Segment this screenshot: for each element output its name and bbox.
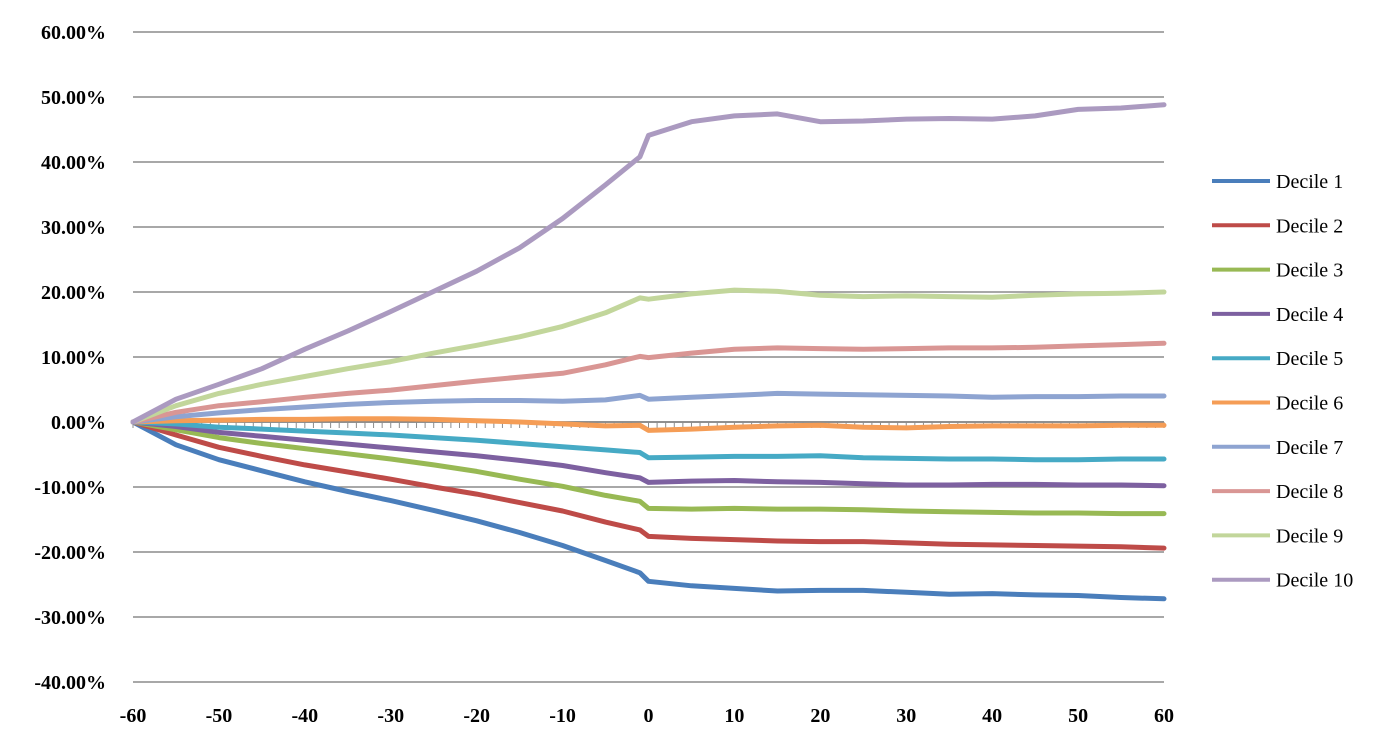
legend-item: Decile 1 <box>1212 171 1343 193</box>
legend-item: Decile 6 <box>1212 393 1343 415</box>
legend-item: Decile 8 <box>1212 481 1343 503</box>
y-tick-label: 0.00% <box>51 412 106 434</box>
legend-label: Decile 1 <box>1276 171 1343 193</box>
legend-label: Decile 2 <box>1276 215 1343 237</box>
legend-item: Decile 4 <box>1212 304 1343 326</box>
y-tick-label: 20.00% <box>41 282 106 304</box>
x-tick-label: 40 <box>982 705 1002 727</box>
legend-item: Decile 3 <box>1212 260 1343 282</box>
y-tick-label: 40.00% <box>41 152 106 174</box>
x-tick-label: -50 <box>206 705 233 727</box>
series-line-decile-3 <box>130 419 1167 517</box>
legend-item: Decile 10 <box>1212 570 1353 592</box>
legend-label: Decile 7 <box>1276 437 1343 459</box>
legend-label: Decile 5 <box>1276 348 1343 370</box>
series-line-decile-8 <box>130 340 1167 425</box>
series-lines <box>130 102 1167 602</box>
legend-label: Decile 10 <box>1276 570 1353 592</box>
series-line-decile-6 <box>130 416 1167 433</box>
legend-label: Decile 4 <box>1276 304 1343 326</box>
x-tick-label: -30 <box>377 705 404 727</box>
y-tick-label: 10.00% <box>41 347 106 369</box>
x-tick-label: 30 <box>896 705 916 727</box>
y-tick-label: -10.00% <box>34 477 106 499</box>
legend-item: Decile 2 <box>1212 215 1343 237</box>
legend-label: Decile 8 <box>1276 481 1343 503</box>
series-line-decile-4 <box>130 419 1167 489</box>
y-axis-tick-labels: 60.00% 50.00% 40.00% 30.00% 20.00% 10.00% 0.00… <box>34 22 106 694</box>
x-tick-label: -60 <box>120 705 147 727</box>
y-tick-label: -20.00% <box>34 542 106 564</box>
x-axis-tick-labels: -60 -50 -40 -30 -20 -10 0 10 20 30 40 50 60 <box>120 705 1174 727</box>
y-tick-label: -30.00% <box>34 607 106 629</box>
x-tick-label: 60 <box>1154 705 1174 727</box>
series-line-decile-2 <box>130 419 1167 551</box>
legend-label: Decile 6 <box>1276 393 1343 415</box>
y-tick-label: 30.00% <box>41 217 106 239</box>
series-line-decile-10 <box>130 102 1167 425</box>
x-tick-label: 0 <box>644 705 654 727</box>
legend: Decile 1 Decile 2 Decile 3 Decile 4 Decile 5… <box>1212 171 1353 592</box>
legend-label: Decile 3 <box>1276 260 1343 282</box>
x-tick-label: -10 <box>549 705 576 727</box>
x-tick-label: -40 <box>291 705 318 727</box>
series-line-decile-5 <box>130 419 1167 463</box>
y-tick-label: 60.00% <box>41 22 106 44</box>
series-line-decile-9 <box>130 287 1167 425</box>
legend-item: Decile 5 <box>1212 348 1343 370</box>
series-line-decile-1 <box>130 419 1167 602</box>
y-tick-label: -40.00% <box>34 672 106 694</box>
series-line-decile-7 <box>130 390 1167 425</box>
x-tick-label: 20 <box>810 705 830 727</box>
x-tick-label: -20 <box>463 705 490 727</box>
y-tick-label: 50.00% <box>41 87 106 109</box>
legend-item: Decile 9 <box>1212 525 1343 547</box>
x-tick-label: 10 <box>724 705 744 727</box>
x-tick-label: 50 <box>1068 705 1088 727</box>
legend-label: Decile 9 <box>1276 525 1343 547</box>
legend-item: Decile 7 <box>1212 437 1343 459</box>
